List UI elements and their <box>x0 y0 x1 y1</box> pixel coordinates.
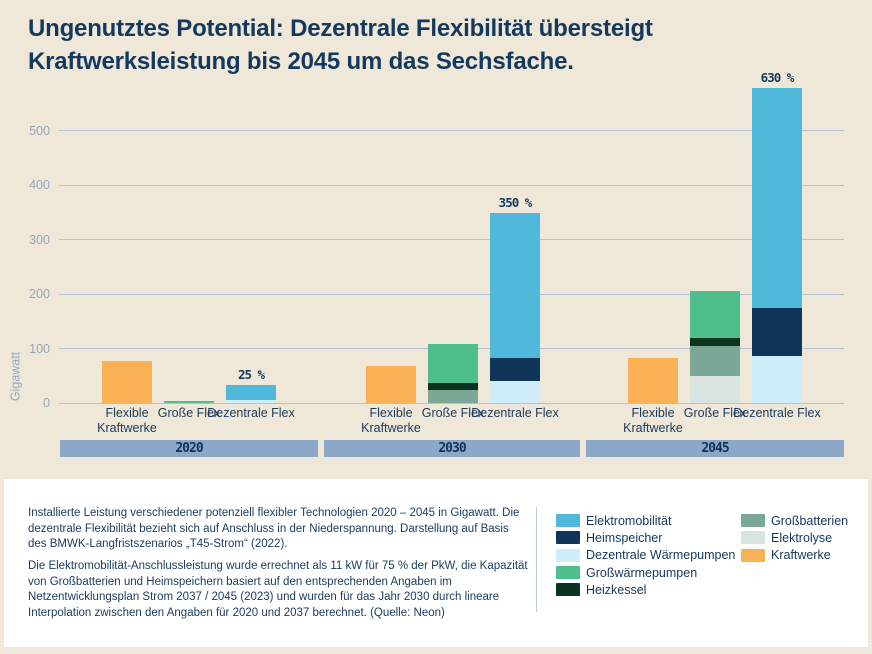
bar-segment-elektromobilitaet <box>752 88 802 309</box>
bar-category-label: Große Flex <box>683 406 747 420</box>
year-band-2045: 2045 <box>586 440 844 457</box>
footnote-paragraph-1: Installierte Leistung verschiedener pote… <box>28 507 520 550</box>
bar-segment-heizkessel <box>428 382 478 390</box>
legend-item-elektromobilitaet: Elektromobilität <box>556 512 735 529</box>
bar-segment-heimspeicher <box>752 308 802 357</box>
bar-category-label: Dezentrale Flex <box>733 406 821 420</box>
y-tick-label-100: 100 <box>29 341 50 356</box>
legend-item-grossbatterien: Großbatterien <box>741 512 848 529</box>
legend-item-label: Heizkessel <box>586 582 647 597</box>
legend-item-dezentrale-waermepumpen: Dezentrale Wärmepumpen <box>556 547 735 564</box>
bar-segment-kraftwerke <box>102 361 152 403</box>
legend-swatch-elektrolyse <box>741 531 765 545</box>
legend-item-label: Großwärmepumpen <box>586 565 698 580</box>
bar-segment-elektromobilitaet <box>490 213 540 359</box>
bar-segment-grossbatterien <box>690 345 740 376</box>
bar-segment-dezentrale-waermepumpen <box>490 381 540 403</box>
legend-swatch-elektromobilitaet <box>556 514 580 528</box>
year-band-label: 2030 <box>438 441 466 456</box>
year-band-2020: 2020 <box>60 440 318 457</box>
gridline-200 <box>59 293 844 295</box>
legend-item-kraftwerke: Kraftwerke <box>741 547 848 564</box>
bar-annotation: 630 % <box>760 70 795 86</box>
bar-segment-kraftwerke <box>366 365 416 403</box>
bar-category-label: Dezentrale Flex <box>207 406 295 420</box>
legend-item-elektrolyse: Elektrolyse <box>741 529 848 546</box>
page-title: Ungenutztes Potential: Dezentrale Flexib… <box>28 12 828 78</box>
bar-category-label: Flexible Kraftwerke <box>623 406 683 435</box>
legend-item-label: Elektromobilität <box>586 513 672 528</box>
bar-segment-heimspeicher <box>490 358 540 382</box>
legend-column-1: Elektromobilität Heimspeicher Dezentrale W… <box>556 512 735 598</box>
gridline-500 <box>59 130 844 132</box>
legend-swatch-dezentrale-waermepumpen <box>556 548 580 562</box>
legend-item-label: Kraftwerke <box>771 548 831 563</box>
bar-category-label: Dezentrale Flex <box>471 406 559 420</box>
legend-item-label: Heimspeicher <box>586 530 663 545</box>
bar-segment-elektrolyse <box>690 375 740 403</box>
bar-segment-grosswaermepumpen <box>428 343 478 383</box>
bar-segment-grosswaermepumpen <box>690 290 740 339</box>
bar-category-label: Flexible Kraftwerke <box>361 406 421 435</box>
year-band-2030: 2030 <box>324 440 580 457</box>
title-rest-line2: Kraftwerksleistung bis 2045 um das Sechs… <box>28 48 574 75</box>
y-tick-label-0: 0 <box>43 396 50 410</box>
footnote-panel: Installierte Leistung verschiedener pote… <box>4 479 868 647</box>
legend-swatch-grossbatterien <box>741 514 765 528</box>
y-tick-label-500: 500 <box>29 123 50 138</box>
bar-category-label: Große Flex <box>421 406 485 420</box>
y-tick-label-300: 300 <box>29 232 50 247</box>
gridline-300 <box>59 239 844 241</box>
bar-segment-grossbatterien <box>428 389 478 403</box>
legend-swatch-grosswaermepumpen <box>556 566 580 580</box>
legend-item-label: Dezentrale Wärmepumpen <box>586 548 736 563</box>
gridline-0 <box>59 402 844 404</box>
legend-item-label: Großbatterien <box>771 513 849 528</box>
bar-segment-dezentrale-waermepumpen <box>226 399 276 403</box>
title-rest-line1: Dezentrale Flexibilität übersteigt <box>283 15 653 42</box>
year-band-label: 2020 <box>175 441 203 456</box>
legend-item-heizkessel: Heizkessel <box>556 581 735 598</box>
bar-segment-dezentrale-waermepumpen <box>752 356 802 403</box>
bar-annotation: 25 % <box>237 367 265 383</box>
legend-item-label: Elektrolyse <box>771 530 833 545</box>
legend-item-heimspeicher: Heimspeicher <box>556 529 735 546</box>
bar-annotation: 350 % <box>498 195 533 211</box>
bar-segment-elektromobilitaet <box>226 385 276 400</box>
title-emphasis: Ungenutztes Potential: <box>28 15 284 42</box>
bar-segment-grosswaermepumpen <box>164 401 214 404</box>
legend-swatch-kraftwerke <box>741 548 765 562</box>
legend-item-grosswaermepumpen: Großwärmepumpen <box>556 564 735 581</box>
bar-segment-kraftwerke <box>628 357 678 403</box>
bar-segment-heizkessel <box>690 338 740 346</box>
year-band-label: 2045 <box>701 441 729 456</box>
legend-swatch-heimspeicher <box>556 531 580 545</box>
y-tick-label-400: 400 <box>29 178 50 193</box>
bar-category-label: Flexible Kraftwerke <box>97 406 157 435</box>
legend-divider <box>536 507 537 612</box>
stacked-bar-chart: Gigawatt 0 100 200 300 400 500 2020 Flexible Kr… <box>9 70 844 457</box>
legend-column-2: Großbatterien Elektrolyse Kraftwerke <box>741 512 848 564</box>
gridline-400 <box>59 184 844 186</box>
legend-swatch-heizkessel <box>556 583 580 597</box>
y-tick-label-200: 200 <box>29 287 50 302</box>
footnote-paragraph-2: Die Elektromobilität-Anschlussleistung w… <box>28 560 528 619</box>
bar-category-label: Große Flex <box>157 406 221 420</box>
